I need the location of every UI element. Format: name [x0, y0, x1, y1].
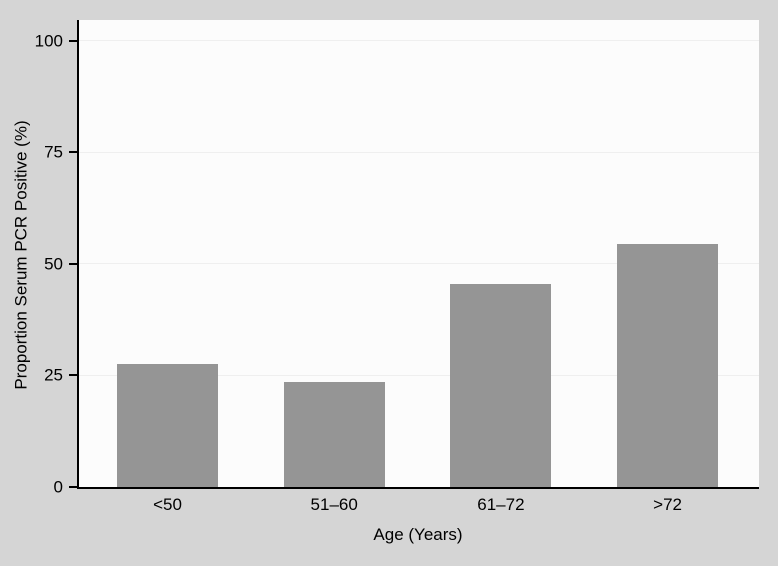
y-tick-label-50: 50: [44, 254, 63, 274]
y-tick-mark-50: [69, 262, 77, 265]
y-axis-title: Proportion Serum PCR Positive (%): [12, 119, 32, 390]
gridline-100: [79, 40, 759, 42]
y-tick-label-0: 0: [53, 477, 63, 497]
gridline-25: [79, 374, 759, 376]
y-tick-label-75: 75: [44, 142, 63, 162]
y-tick-mark-75: [69, 151, 77, 154]
x-category-label-<50: <50: [153, 495, 182, 514]
gridline-75: [79, 151, 759, 153]
bar-51–60: [283, 382, 385, 487]
gridline-50: [79, 263, 759, 265]
plot-area: 0 25 50 75 100 <50 51–60 61–72 >72: [35, 20, 759, 514]
y-tick-mark-100: [69, 39, 77, 42]
y-tick-mark-0: [69, 486, 77, 488]
x-category-label-61–72: 61–72: [477, 495, 525, 514]
bar-61–72: [450, 284, 552, 487]
bar-<50: [117, 364, 218, 487]
y-tick-mark-25: [69, 374, 77, 377]
x-category-label->72: >72: [653, 495, 683, 514]
x-category-label-51–60: 51–60: [310, 495, 358, 514]
x-axis-title: Age (Years): [373, 525, 463, 544]
bar->72: [617, 243, 719, 487]
y-axis-title-wrap: Proportion Serum PCR Positive (%): [0, 20, 44, 489]
y-tick-label-25: 25: [44, 365, 63, 385]
y-tick-label-100: 100: [34, 31, 63, 51]
